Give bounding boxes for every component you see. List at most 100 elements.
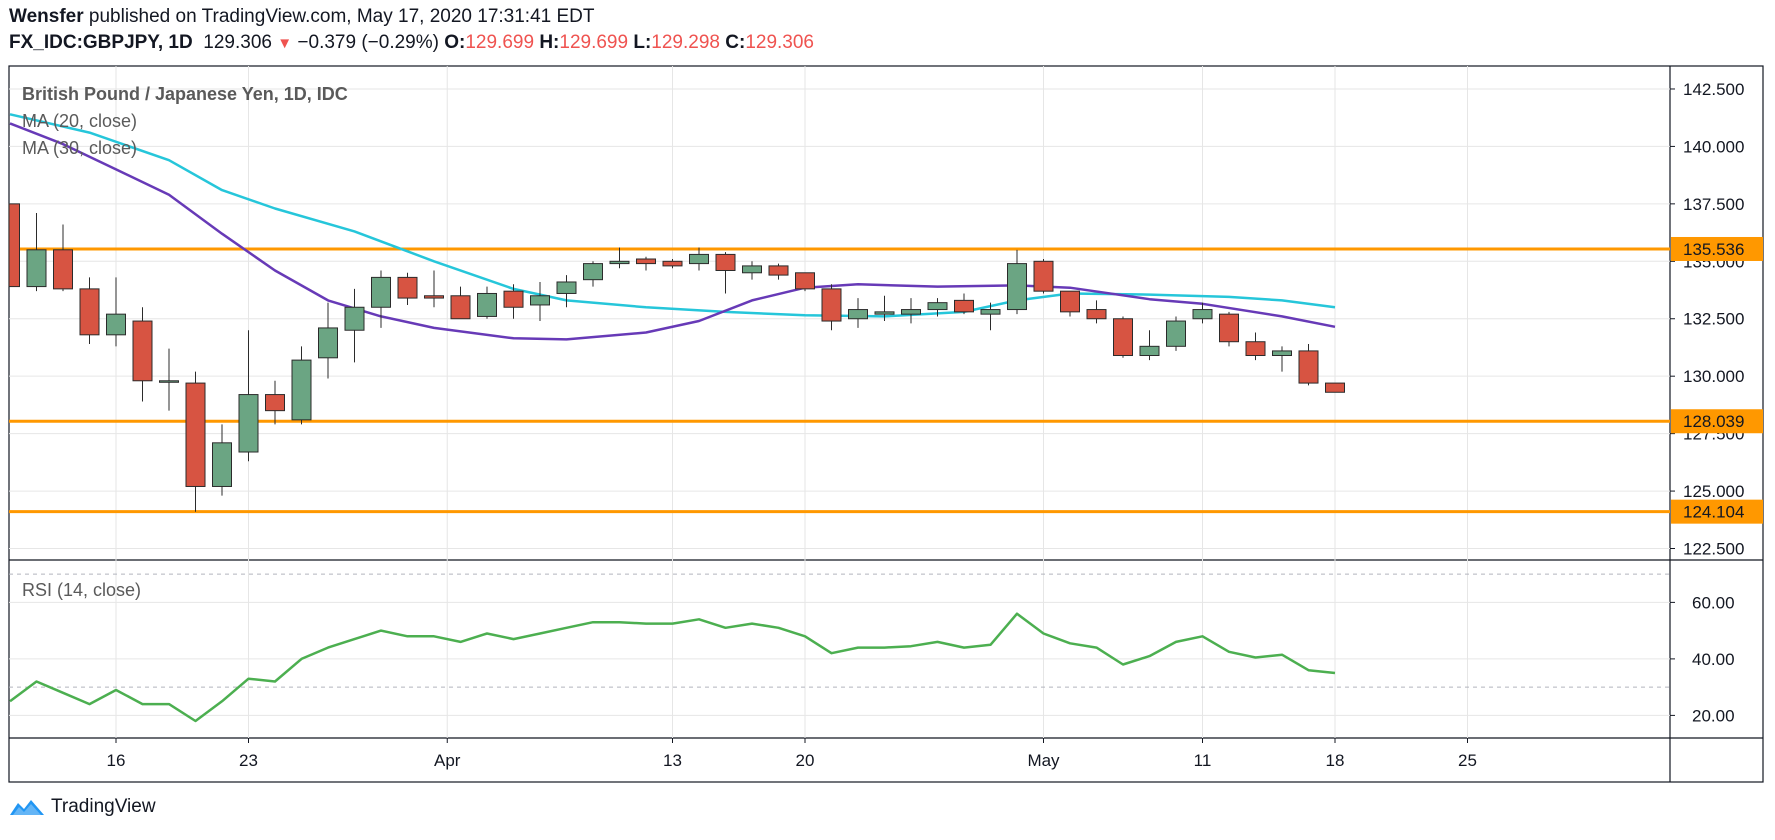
- x-tick-label: 20: [796, 751, 815, 770]
- candle-body: [636, 258, 656, 265]
- candle-body: [1272, 350, 1292, 357]
- candle-body: [1245, 341, 1266, 357]
- publisher-name: Wensfer: [9, 6, 84, 27]
- high-label: H:: [539, 32, 560, 53]
- price-tick-label: 130.000: [1683, 367, 1744, 386]
- candle-body: [1192, 309, 1213, 320]
- candle-body: [1166, 320, 1186, 347]
- candle-body: [848, 309, 868, 320]
- candle-body: [344, 306, 365, 331]
- x-tick-label: Apr: [434, 751, 461, 770]
- candle-body: [530, 295, 550, 306]
- brand-name: TradingView: [51, 796, 156, 817]
- candle-body: [662, 260, 683, 267]
- level-price-label: 124.104: [1683, 503, 1744, 522]
- candle-body: [318, 327, 338, 359]
- close-label: C:: [725, 32, 746, 53]
- candle-body: [238, 394, 259, 453]
- price-tick-label: 122.500: [1683, 540, 1744, 559]
- rsi-tick-label: 60.00: [1692, 593, 1735, 612]
- open-value: 129.699: [465, 32, 535, 53]
- x-tick-label: 16: [107, 751, 126, 770]
- low-label: L:: [633, 32, 652, 53]
- candle-body: [424, 295, 444, 299]
- candle-body: [503, 290, 524, 308]
- symbol-label: FX_IDC:GBPJPY, 1D: [9, 32, 193, 53]
- candle-body: [609, 260, 630, 265]
- candle-body: [53, 249, 73, 290]
- rsi-line: [9, 612, 1336, 723]
- candle-body: [106, 313, 126, 336]
- candle-body: [26, 249, 47, 288]
- candle-body: [980, 309, 1001, 315]
- down-arrow-icon: ▼: [277, 35, 293, 52]
- low-value: 129.298: [651, 32, 720, 53]
- candle-body: [159, 380, 179, 383]
- close-value: 129.306: [745, 32, 814, 53]
- candle-body: [874, 311, 895, 315]
- x-tick-label: 25: [1458, 751, 1477, 770]
- candle-body: [821, 288, 842, 322]
- candle-body: [1139, 345, 1160, 357]
- tradingview-logo-icon: [10, 800, 44, 815]
- candle-body: [477, 292, 497, 317]
- level-price-label: 128.039: [1683, 412, 1744, 431]
- ohlc-header: FX_IDC:GBPJPY, 1D 129.306 ▼ −0.379 (−0.2…: [9, 32, 814, 54]
- price-tick-label: 140.000: [1683, 137, 1744, 156]
- candle-body: [1086, 309, 1107, 320]
- tradingview-brand[interactable]: TradingView: [9, 796, 156, 818]
- high-value: 129.699: [559, 32, 629, 53]
- candle-body: [715, 253, 736, 271]
- candle-body: [265, 394, 285, 412]
- ma20-line: [9, 122, 1336, 341]
- candle-body: [1033, 260, 1054, 292]
- publish-info: Wensfer published on TradingView.com, Ma…: [9, 6, 594, 28]
- open-label: O:: [444, 32, 466, 53]
- publish-date: published on TradingView.com, May 17, 20…: [88, 6, 595, 27]
- candle-body: [1325, 382, 1345, 393]
- candle-body: [556, 281, 577, 294]
- candle-body: [1007, 263, 1027, 311]
- candle-body: [1060, 290, 1080, 313]
- candle-body: [795, 272, 815, 290]
- x-tick-label: 18: [1326, 751, 1345, 770]
- candle-body: [397, 276, 418, 299]
- price-change: −0.379 (−0.29%): [297, 32, 439, 53]
- candle-body: [689, 253, 709, 265]
- ma30-line: [9, 113, 1336, 318]
- level-price-label: 135.536: [1683, 240, 1744, 259]
- rsi-tick-label: 20.00: [1692, 706, 1735, 725]
- candle-body: [1113, 318, 1133, 357]
- candle-body: [901, 309, 921, 315]
- x-tick-label: 13: [663, 751, 682, 770]
- chart-frame: [8, 65, 1764, 783]
- candle-body: [583, 263, 603, 281]
- price-tick-label: 132.500: [1683, 310, 1744, 329]
- x-tick-label: May: [1027, 751, 1060, 770]
- candle-body: [742, 265, 762, 274]
- level-price-tag: [1671, 409, 1763, 434]
- candle-body: [954, 299, 974, 313]
- candle-body: [927, 302, 948, 311]
- x-tick-label: 11: [1194, 751, 1212, 770]
- rsi-tick-label: 40.00: [1692, 650, 1735, 669]
- price-tick-label: 137.500: [1683, 195, 1744, 214]
- candle-body: [450, 295, 471, 320]
- legend-ma20: MA (20, close): [22, 111, 137, 131]
- last-price: 129.306: [203, 32, 272, 53]
- candle-body: [212, 442, 232, 487]
- chart-title: British Pound / Japanese Yen, 1D, IDC: [22, 84, 348, 104]
- price-tick-label: 142.500: [1683, 80, 1744, 99]
- candle-body: [291, 359, 312, 421]
- candle-body: [1219, 313, 1239, 343]
- price-tick-label: 125.000: [1683, 482, 1744, 501]
- rsi-label: RSI (14, close): [22, 580, 141, 600]
- candle-body: [79, 288, 100, 336]
- candle-body: [8, 203, 20, 288]
- candle-body: [768, 265, 789, 276]
- candle-body: [371, 276, 391, 308]
- level-price-tag: [1671, 236, 1763, 261]
- candle-body: [1298, 350, 1319, 384]
- level-price-tag: [1671, 499, 1763, 524]
